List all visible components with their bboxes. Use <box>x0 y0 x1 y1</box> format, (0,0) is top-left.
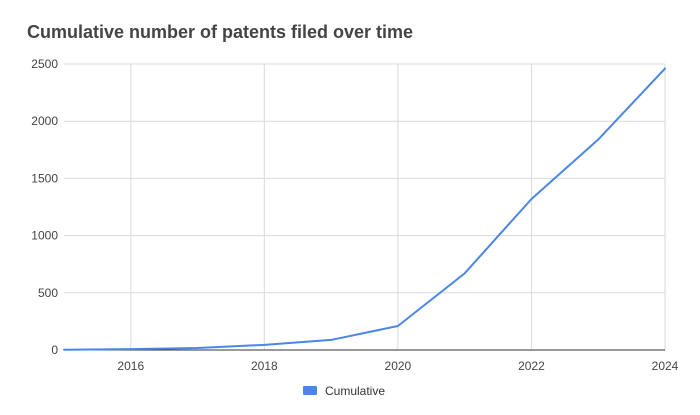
legend: Cumulative <box>303 384 385 398</box>
axes: 0 500 1000 1500 2000 2500 2016 2018 2020 2022 2024 <box>31 57 678 373</box>
y-tick-label-2000: 2000 <box>31 114 58 128</box>
legend-label-cumulative: Cumulative <box>325 384 385 398</box>
y-tick-label-1000: 1000 <box>31 229 58 243</box>
y-tick-label-2500: 2500 <box>31 57 58 71</box>
x-tick-label-2020: 2020 <box>385 359 412 373</box>
x-tick-label-2016: 2016 <box>117 359 144 373</box>
x-tick-label-2022: 2022 <box>518 359 545 373</box>
gridlines <box>64 63 666 350</box>
y-tick-label-0: 0 <box>51 343 58 357</box>
series-line-cumulative <box>63 67 666 351</box>
y-tick-label-500: 500 <box>38 286 58 300</box>
y-tick-label-1500: 1500 <box>31 171 58 185</box>
chart-title: Cumulative number of patents filed over … <box>27 22 414 42</box>
series-layer <box>63 67 666 351</box>
x-tick-label-2024: 2024 <box>652 359 679 373</box>
legend-swatch-cumulative <box>303 386 317 395</box>
x-tick-label-2018: 2018 <box>251 359 278 373</box>
